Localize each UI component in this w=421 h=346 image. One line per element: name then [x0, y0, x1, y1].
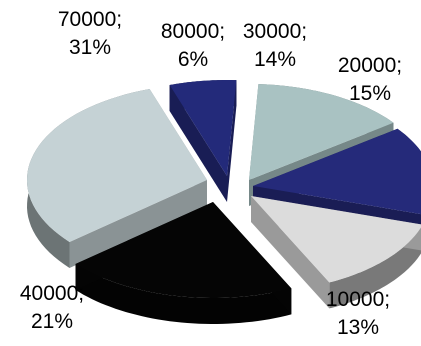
data-label-70000-value: 70000;: [58, 8, 122, 31]
data-label-40000-value: 40000;: [20, 282, 84, 305]
data-label-70000-percent: 31%: [69, 36, 111, 59]
pie-slice-70000: [27, 89, 207, 242]
pie-slice-20000: [253, 128, 421, 215]
pie-slice-wall-70000-0: [69, 180, 207, 268]
data-label-10000-value: 10000;: [326, 288, 390, 311]
data-label-80000-value: 80000;: [161, 20, 225, 43]
pie-slice-10000: [251, 196, 421, 283]
data-label-30000-value: 30000;: [243, 20, 307, 43]
pie-slice-wall-10000-1: [251, 196, 330, 309]
data-label-80000-percent: 6%: [178, 48, 208, 71]
pie-slice-side-10000: [329, 227, 421, 309]
data-label-10000-percent: 13%: [337, 316, 379, 339]
pie-slice-80000: [169, 80, 237, 176]
pie-slice-wall-80000-1: [227, 80, 237, 202]
pie-slice-30000: [249, 84, 394, 180]
pie-slice-side-40000: [75, 264, 292, 324]
data-label-40000-percent: 21%: [31, 310, 73, 333]
pie-slice-40000: [75, 202, 292, 298]
pie-slice-wall-80000-0: [169, 85, 227, 202]
data-label-20000-percent: 15%: [349, 82, 391, 105]
data-label-30000-percent: 14%: [254, 48, 296, 71]
data-label-20000-value: 20000;: [338, 54, 402, 77]
